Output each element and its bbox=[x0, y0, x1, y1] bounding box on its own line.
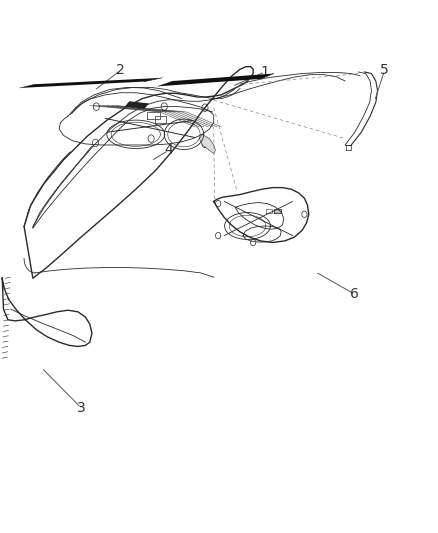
Text: 6: 6 bbox=[350, 287, 359, 301]
Polygon shape bbox=[274, 209, 281, 213]
Polygon shape bbox=[125, 101, 149, 109]
Text: 4: 4 bbox=[164, 143, 173, 157]
Polygon shape bbox=[199, 134, 215, 154]
Text: 5: 5 bbox=[380, 63, 389, 77]
Text: 2: 2 bbox=[116, 63, 125, 77]
Polygon shape bbox=[20, 78, 162, 88]
Polygon shape bbox=[158, 74, 274, 86]
Text: 1: 1 bbox=[261, 65, 269, 79]
Text: 3: 3 bbox=[77, 401, 85, 415]
